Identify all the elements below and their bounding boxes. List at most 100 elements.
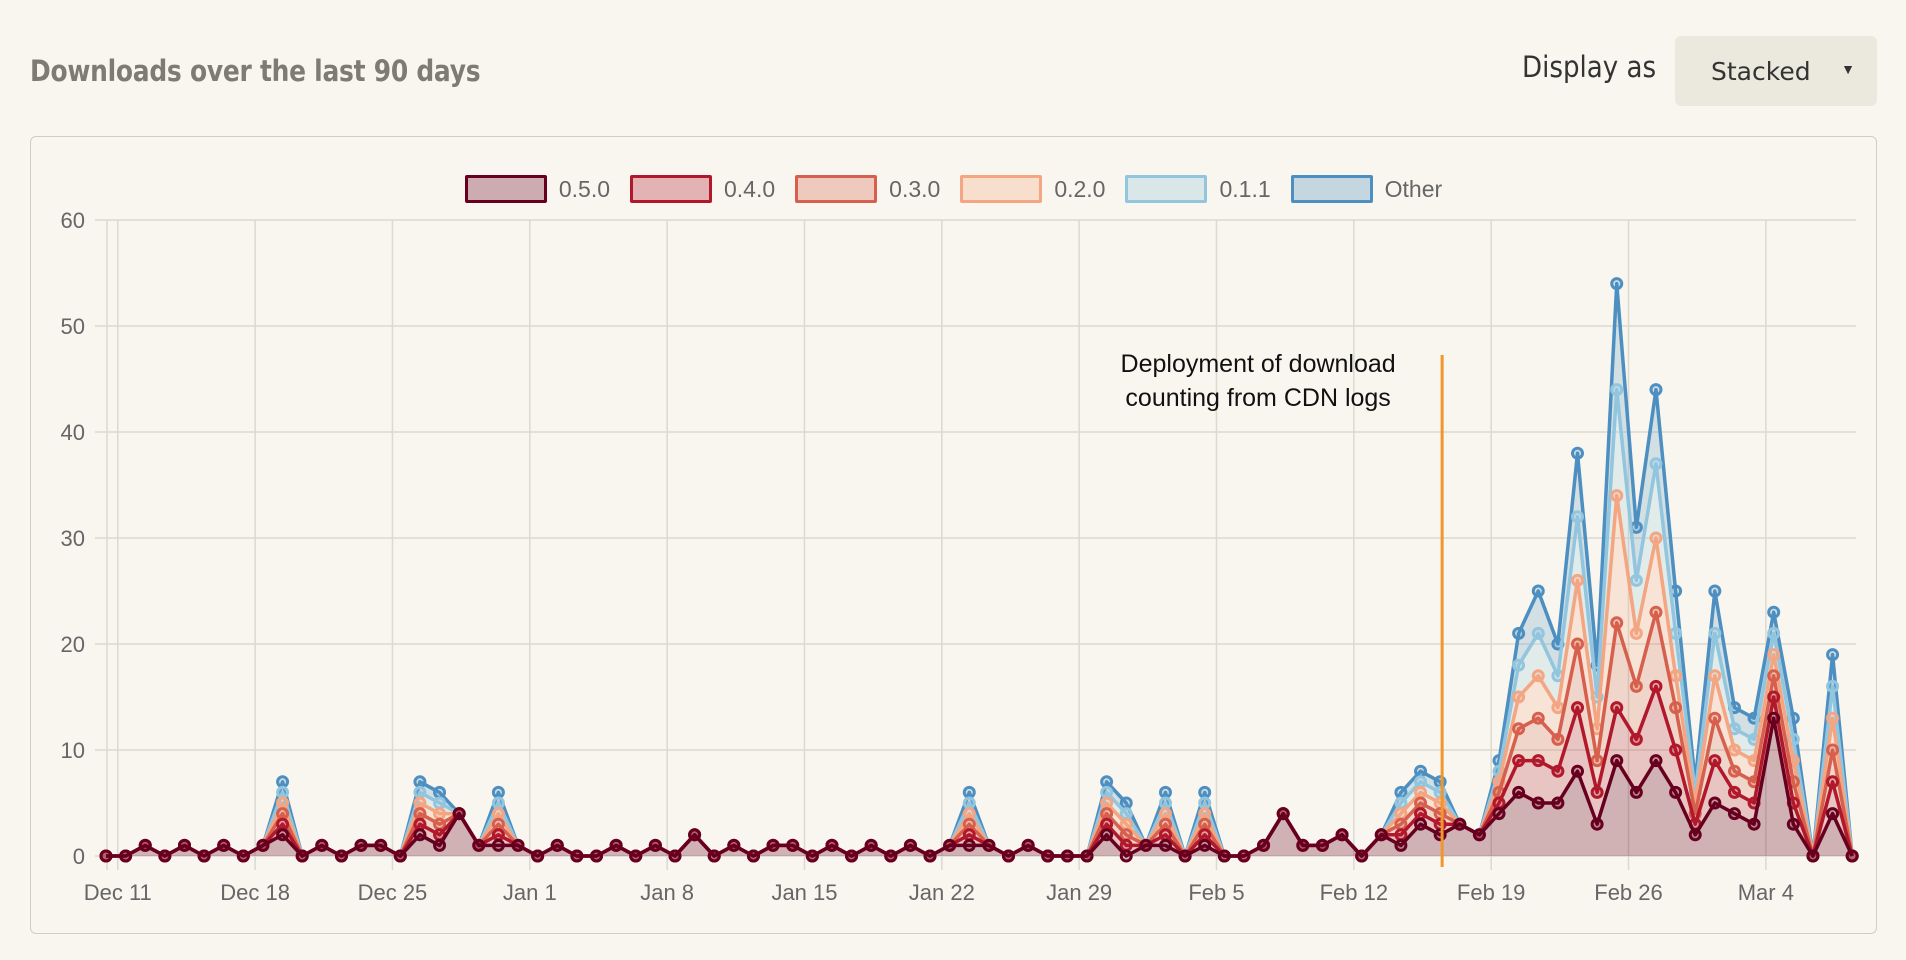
data-point <box>1158 796 1172 810</box>
data-point <box>1531 669 1545 683</box>
data-point <box>1472 828 1486 842</box>
data-point <box>1531 584 1545 598</box>
x-tick-label: Dec 18 <box>220 880 290 905</box>
data-point <box>1217 849 1231 863</box>
legend-label: 0.4.0 <box>724 175 776 202</box>
data-point <box>1394 796 1408 810</box>
chart-legend: 0.5.0 0.4.0 0.3.0 0.2.0 0.1.1 Other <box>31 175 1876 203</box>
data-point <box>962 796 976 810</box>
data-point <box>197 849 211 863</box>
data-point <box>1767 626 1781 640</box>
data-point <box>217 838 231 852</box>
legend-item[interactable]: Other <box>1290 175 1442 203</box>
data-point <box>1649 383 1663 397</box>
data-point <box>1433 817 1447 831</box>
data-point <box>1158 817 1172 831</box>
data-point <box>1708 754 1722 768</box>
data-point <box>256 838 270 852</box>
data-point <box>1355 849 1369 863</box>
data-point <box>1119 817 1133 831</box>
data-point <box>433 817 447 831</box>
x-tick-label: Jan 8 <box>640 880 694 905</box>
y-tick-label: 50 <box>61 314 85 339</box>
data-point <box>1512 722 1526 736</box>
legend-swatch <box>1125 175 1208 203</box>
y-tick-label: 40 <box>61 420 85 445</box>
data-point <box>413 817 427 831</box>
data-point <box>1767 690 1781 704</box>
legend-item[interactable]: 0.5.0 <box>464 175 610 203</box>
data-point <box>374 838 388 852</box>
legend-label: 0.3.0 <box>889 175 941 202</box>
data-point <box>1080 849 1094 863</box>
data-point <box>1571 701 1584 715</box>
data-point <box>1296 838 1310 852</box>
data-point <box>962 785 976 799</box>
data-point <box>1826 679 1840 693</box>
x-tick-label: Jan 15 <box>771 880 837 905</box>
data-point <box>1492 796 1506 810</box>
x-tick-label: Mar 4 <box>1738 880 1794 905</box>
legend-item[interactable]: 0.2.0 <box>960 175 1105 203</box>
data-point <box>334 849 348 863</box>
data-point <box>982 838 996 852</box>
data-point <box>413 828 427 842</box>
data-point <box>1727 764 1741 778</box>
data-point <box>1571 446 1584 460</box>
data-point <box>1433 807 1447 821</box>
legend-swatch <box>1290 175 1373 203</box>
data-point <box>1394 828 1408 842</box>
data-point <box>1669 669 1683 683</box>
data-point <box>845 849 859 863</box>
data-point <box>688 828 702 842</box>
data-point <box>1590 754 1604 768</box>
display-as-value: Stacked <box>1711 56 1811 86</box>
data-point <box>1374 828 1388 842</box>
legend-item[interactable]: 0.4.0 <box>630 175 775 203</box>
data-point <box>1610 489 1624 503</box>
data-point <box>1727 807 1741 821</box>
data-point <box>1512 658 1526 672</box>
data-point <box>1610 701 1624 715</box>
data-point <box>119 849 133 863</box>
series-0.5.0 <box>99 711 1859 863</box>
data-point <box>1198 785 1212 799</box>
data-point <box>295 849 309 863</box>
data-point <box>1688 828 1702 842</box>
data-point <box>1158 785 1172 799</box>
data-point <box>138 838 152 852</box>
data-point <box>1198 838 1212 852</box>
data-point <box>99 849 113 863</box>
data-point <box>1629 573 1643 587</box>
data-point <box>1492 807 1506 821</box>
x-tick-label: Jan 1 <box>503 880 557 905</box>
data-point <box>1198 796 1212 810</box>
data-point <box>276 775 290 789</box>
data-point <box>393 849 407 863</box>
data-point <box>746 849 760 863</box>
y-tick-label: 60 <box>61 208 85 233</box>
legend-item[interactable]: 0.3.0 <box>795 175 940 203</box>
data-point <box>1571 573 1584 587</box>
data-point <box>1198 828 1212 842</box>
data-point <box>1610 754 1624 768</box>
data-point <box>177 838 191 852</box>
data-point <box>1571 510 1584 524</box>
data-point <box>1433 796 1447 810</box>
display-as-select[interactable]: Stacked ▼ <box>1675 36 1877 106</box>
data-point <box>1767 648 1781 662</box>
legend-item[interactable]: 0.1.1 <box>1125 175 1271 203</box>
legend-swatch <box>630 175 712 203</box>
data-point <box>1669 701 1683 715</box>
data-point <box>1767 605 1781 619</box>
data-point <box>609 838 623 852</box>
data-point <box>491 828 505 842</box>
data-point <box>1276 807 1290 821</box>
x-tick-label: Feb 26 <box>1594 880 1663 905</box>
data-point <box>413 796 427 810</box>
data-point <box>1669 785 1683 799</box>
data-point <box>1629 679 1643 693</box>
data-point <box>413 807 427 821</box>
data-point <box>1198 817 1212 831</box>
data-point <box>629 849 643 863</box>
